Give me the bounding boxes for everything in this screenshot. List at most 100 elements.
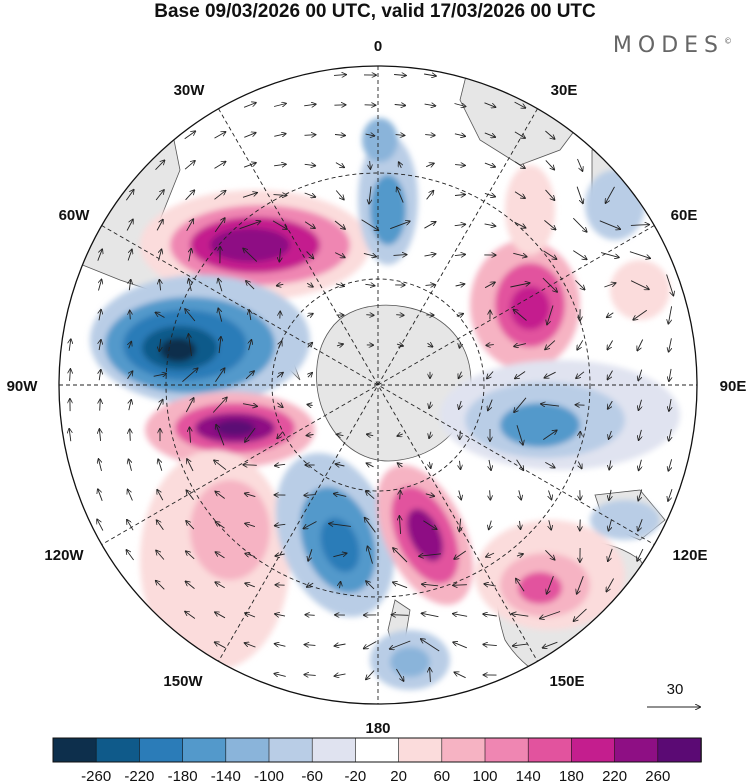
- wind-arrow: [545, 160, 554, 169]
- wind-arrow: [219, 337, 221, 354]
- wind-arrow: [367, 434, 374, 435]
- wind-arrow: [159, 338, 160, 351]
- wind-arrow: [639, 429, 642, 440]
- wind-arrow: [334, 252, 345, 258]
- wind-arrow: [392, 615, 409, 616]
- wind-arrow: [361, 219, 379, 231]
- meridian-30e-150w: [218, 108, 538, 662]
- wind-arrow: [609, 460, 611, 469]
- wind-arrow: [155, 160, 165, 171]
- wind-arrow: [369, 186, 371, 203]
- colorbar-box: [139, 737, 184, 763]
- wind-arrow: [245, 523, 256, 526]
- wind-arrow: [304, 221, 315, 228]
- wind-arrow: [243, 103, 256, 108]
- wind-arrow: [275, 524, 286, 525]
- wind-arrow: [275, 614, 286, 616]
- wind-arrow: [398, 463, 403, 467]
- wind-arrow: [639, 399, 642, 410]
- wind-arrow: [215, 642, 226, 649]
- wind-arrow: [159, 280, 160, 291]
- wind-arrow: [488, 399, 493, 411]
- wind-arrow: [637, 339, 644, 351]
- colorbar-tick-label: -20: [345, 768, 367, 783]
- colorbar-tick-label: 220: [602, 768, 627, 783]
- wind-arrow: [245, 371, 254, 380]
- wind-arrow: [578, 461, 581, 469]
- wind-arrow: [366, 581, 375, 590]
- anomaly-pos-south-atlantic: [140, 190, 370, 300]
- wind-arrow: [520, 520, 521, 529]
- wind-arrow: [606, 186, 615, 203]
- wind-arrow: [427, 343, 433, 346]
- anomaly-neg-indian-east: [440, 360, 680, 470]
- wind-arrow: [419, 554, 441, 556]
- colorbar-ticks: -260 -220 -180 -140 -100 -60 -20 20 60 100 140 180 2…: [81, 768, 670, 783]
- colorbar-box: [311, 737, 357, 763]
- wind-arrow: [455, 284, 465, 286]
- wind-arrow: [394, 75, 406, 76]
- colorbar-box: [52, 737, 98, 763]
- colorbar-box: [182, 737, 227, 763]
- colorbar-tick-label: 140: [516, 768, 541, 783]
- wind-arrow: [185, 398, 193, 413]
- wind-arrow: [100, 399, 101, 411]
- wind-arrow: [573, 250, 586, 260]
- wind-arrow: [126, 550, 134, 561]
- wind-arrow: [545, 340, 556, 350]
- wind-arrow: [484, 224, 496, 226]
- colorbar-tick-label: 20: [390, 768, 407, 783]
- wind-arrow: [99, 340, 101, 351]
- anomaly-neg-tasman: [590, 500, 660, 540]
- wind-arrow: [276, 373, 283, 378]
- wind-arrow: [242, 404, 257, 407]
- wind-arrow: [396, 315, 404, 316]
- wind-arrow: [97, 519, 104, 531]
- wind-arrow: [425, 135, 435, 136]
- colorbar-tick-label: -260: [81, 768, 111, 783]
- wind-arrow: [393, 582, 408, 589]
- wind-arrow: [668, 488, 673, 501]
- wind-arrow: [307, 435, 314, 436]
- colorbar-boxes: [52, 737, 702, 763]
- meridian-60w-120e: [101, 225, 655, 545]
- wind-arrow: [486, 553, 495, 557]
- wind-arrow: [630, 225, 649, 226]
- wind-arrow: [512, 614, 529, 616]
- wind-arrow: [422, 584, 439, 586]
- wind-arrow: [156, 313, 165, 318]
- wind-arrow: [243, 465, 257, 466]
- wind-arrow: [429, 431, 431, 438]
- wind-arrow: [335, 674, 346, 676]
- wind-arrow: [424, 254, 436, 256]
- wind-arrow: [484, 102, 496, 107]
- wind-arrow: [575, 280, 584, 289]
- anomaly-pos-ross: [376, 464, 474, 606]
- wind-vectors: [69, 74, 673, 682]
- colorbar-tick-label: 180: [559, 768, 584, 783]
- wind-arrow: [599, 220, 620, 229]
- wind-arrow: [216, 425, 225, 446]
- wind-arrow: [214, 218, 225, 233]
- wind-arrow: [277, 284, 284, 285]
- wind-arrow: [460, 460, 461, 469]
- wind-arrow: [304, 164, 316, 165]
- wind-arrow: [308, 373, 312, 377]
- wind-arrow: [184, 161, 195, 170]
- wind-arrow: [486, 345, 494, 346]
- wind-arrow: [306, 251, 314, 259]
- wind-arrow: [365, 518, 376, 533]
- wind-arrow: [543, 250, 557, 259]
- wind-arrow: [99, 310, 101, 321]
- wind-arrow: [669, 429, 672, 441]
- wind-arrow: [127, 371, 133, 380]
- wind-arrow: [547, 305, 554, 325]
- wind-arrow: [514, 397, 527, 412]
- wind-arrow: [487, 371, 494, 379]
- wind-arrow: [335, 190, 344, 200]
- wind-arrow: [629, 251, 650, 259]
- wind-arrow: [245, 493, 256, 496]
- wind-arrow: [454, 195, 465, 196]
- wind-arrow: [514, 310, 527, 321]
- wind-arrow: [246, 281, 255, 290]
